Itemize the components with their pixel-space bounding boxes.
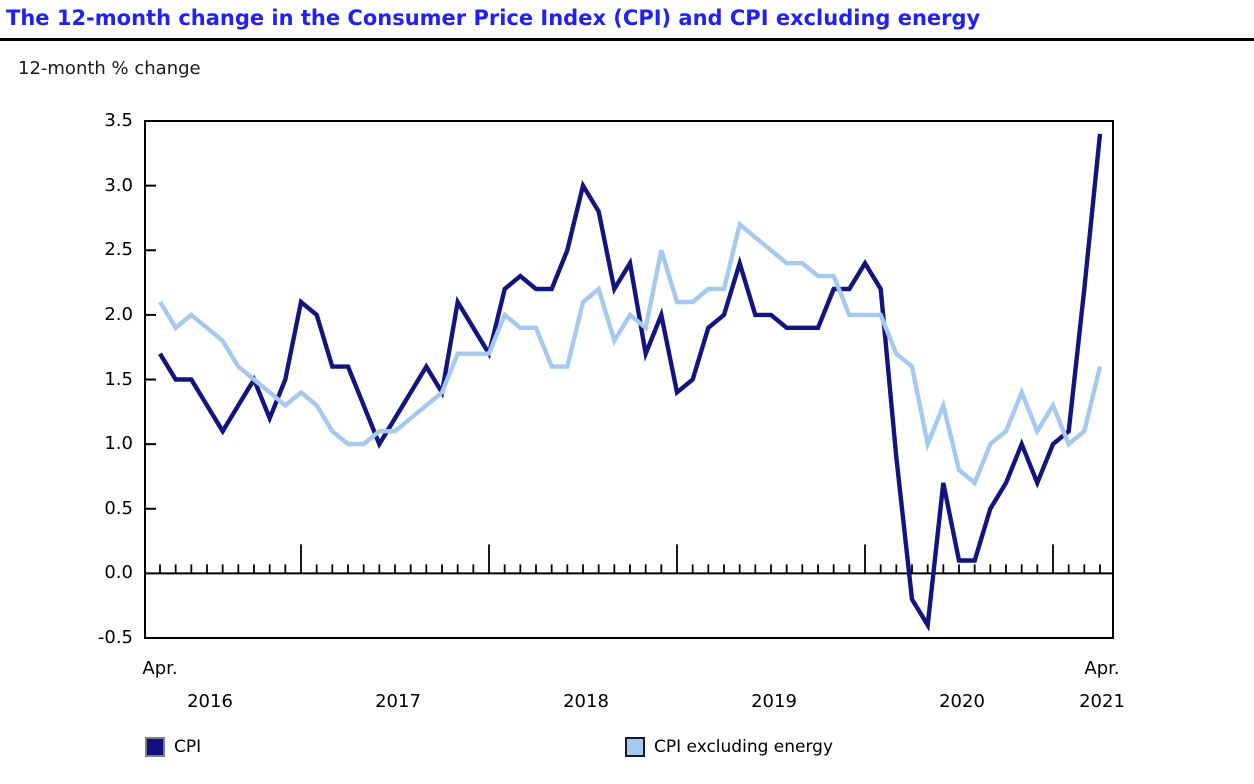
cpi-swatch-icon <box>145 737 165 757</box>
legend-item-cpi-excluding-energy: CPI excluding energy <box>625 735 833 759</box>
y-axis-unit-label: 12-month % change <box>18 58 201 79</box>
x-label-year-2016: 2016 <box>187 691 233 712</box>
cpi-line <box>158 133 1103 632</box>
legend: CPI CPI excluding energy <box>0 735 1254 765</box>
y-axis-label: -0.5 <box>97 627 133 649</box>
y-axis-label: 2.5 <box>104 239 133 261</box>
x-label-apr-end: Apr. <box>1084 658 1120 679</box>
x-label-year-2019: 2019 <box>751 691 797 712</box>
cpi-excluding-energy-line <box>158 220 1103 487</box>
legend-label-cpi-excluding-energy: CPI excluding energy <box>654 737 834 757</box>
y-axis-label: 1.5 <box>104 368 133 390</box>
legend-label-cpi: CPI <box>174 737 202 757</box>
x-label-year-2021: 2021 <box>1079 691 1125 712</box>
chart-title: The 12-month change in the Consumer Pric… <box>6 6 981 30</box>
y-axis-label: 3.0 <box>104 174 133 196</box>
legend-item-cpi: CPI <box>145 735 201 759</box>
y-axis-label: 3.5 <box>104 110 133 132</box>
x-label-year-2017: 2017 <box>375 691 421 712</box>
cpi-excluding-energy-swatch-icon <box>625 737 645 757</box>
y-axis-label: 0.5 <box>104 497 133 519</box>
x-label-year-2020: 2020 <box>939 691 985 712</box>
y-axis-label: 2.0 <box>104 303 133 325</box>
x-label-year-2018: 2018 <box>563 691 609 712</box>
x-label-apr-start: Apr. <box>142 658 178 679</box>
title-rule <box>0 38 1254 41</box>
y-axis-label: 0.0 <box>104 562 133 584</box>
y-axis-label: 1.0 <box>104 433 133 455</box>
